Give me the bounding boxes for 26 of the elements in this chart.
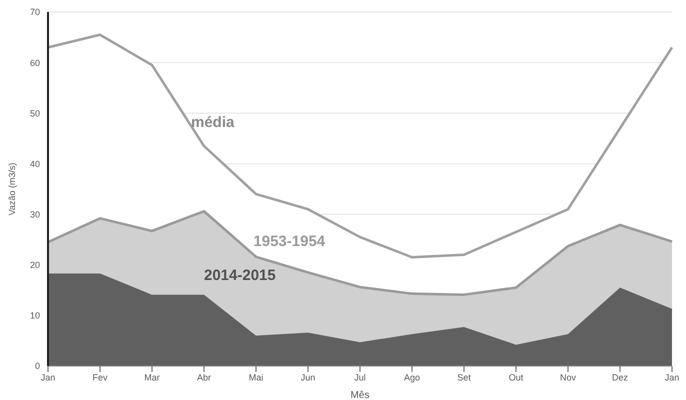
y-axis-title: Vazão (m3/s): [7, 162, 18, 216]
series-label: média: [191, 114, 234, 132]
x-tick-label: Abr: [196, 372, 212, 382]
y-tick-label: 20: [30, 260, 40, 270]
y-tick-label: 50: [30, 108, 40, 118]
series-label: 1953-1954: [253, 232, 326, 251]
y-tick-label: 30: [30, 209, 40, 220]
x-tick-label: Ago: [404, 372, 420, 382]
y-tick-label: 40: [30, 158, 40, 169]
x-tick-label: Jun: [300, 372, 316, 382]
x-tick-label: Set: [457, 372, 472, 382]
x-tick-label: Jul: [354, 372, 366, 382]
y-tick-label: 60: [30, 58, 40, 68]
x-tick-label: Mai: [248, 372, 264, 382]
x-tick-label: Dez: [612, 372, 628, 382]
x-tick-label: Mar: [144, 372, 160, 382]
y-tick-label: 0: [34, 361, 40, 372]
series-label: 2014-2015: [204, 266, 276, 285]
x-tick-label: Jan: [40, 372, 56, 382]
y-tick-label: 10: [30, 310, 40, 321]
y-tick-label: 70: [30, 7, 40, 18]
x-tick-label: Fev: [92, 372, 108, 382]
x-tick-label: Out: [508, 372, 524, 382]
x-axis-title: Mês: [350, 390, 370, 400]
x-tick-label: Nov: [560, 372, 576, 382]
x-tick-label: Jan: [664, 372, 680, 382]
